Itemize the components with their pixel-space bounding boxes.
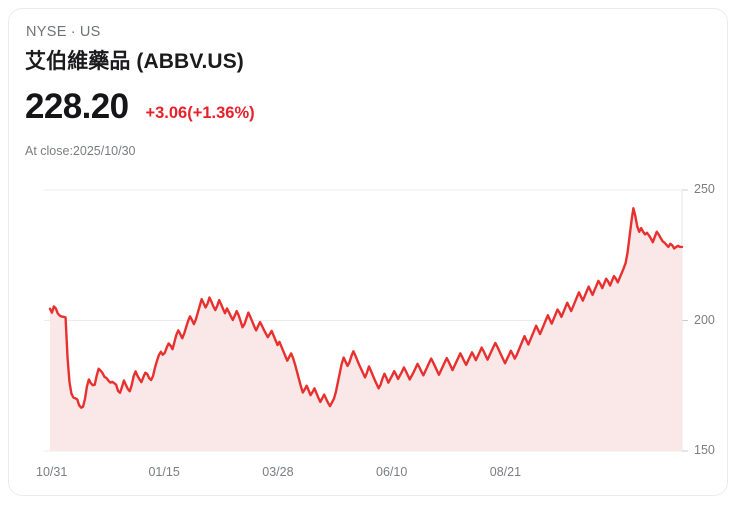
x-tick-label: 06/10 [376,465,408,479]
x-tick-label: 10/31 [36,465,68,479]
price-chart-container[interactable]: 150 200 250 10/31 01/15 03/28 06/10 08/21 [9,164,728,494]
x-tick-label: 03/28 [262,465,294,479]
stock-quote-card: NYSE · US 艾伯維藥品 (ABBV.US) 228.20 +3.06(+1.… [8,8,728,496]
y-tick-label: 250 [694,182,715,196]
region-code: US [79,24,101,40]
exchange-name: NYSE [26,24,67,40]
last-price: 228.20 [25,87,129,126]
exchange-separator: · [70,24,76,40]
price-change: +3.06(+1.36%) [145,104,255,122]
y-tick-label: 200 [694,312,715,327]
page-title: 艾伯維藥品 (ABBV.US) [25,50,244,73]
y-tick-label: 150 [694,443,715,457]
x-tick-label: 01/15 [148,465,180,479]
price-area-chart[interactable] [9,164,728,494]
x-tick-label: 08/21 [489,465,522,479]
price-line [48,207,684,409]
price-summary: 228.20 +3.06(+1.36%) [25,89,255,124]
market-status-note: At close:2025/10/30 [25,144,136,158]
price-area-fill [50,208,682,451]
exchange-region-line: NYSE · US [26,24,101,40]
